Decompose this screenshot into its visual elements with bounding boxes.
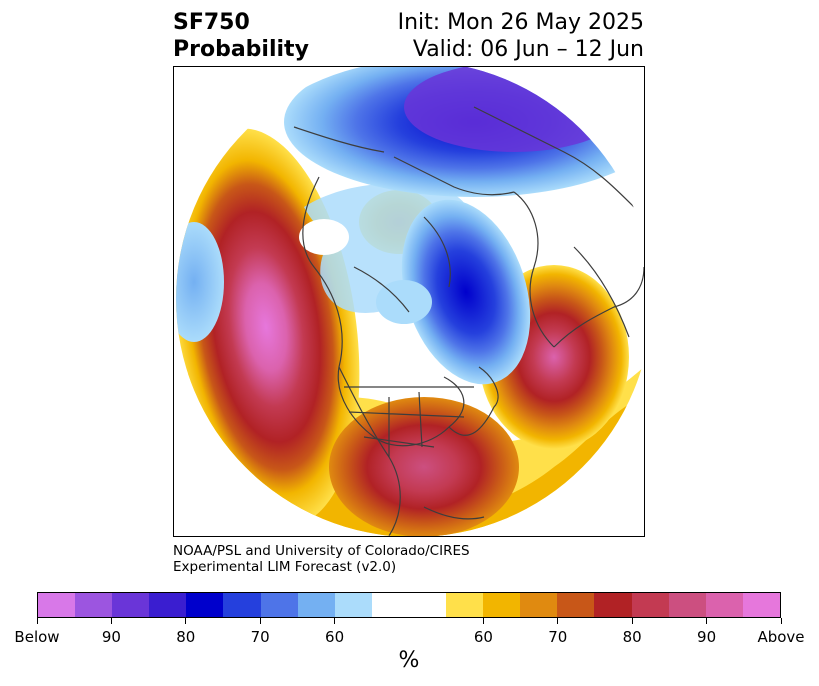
colorbar-tick-label: Below (14, 628, 60, 646)
colorbar-tick-label: 70 (548, 628, 568, 646)
colorbar-tick-label: 80 (176, 628, 196, 646)
colorbar-segment (705, 593, 743, 617)
colorbar-segment (446, 593, 484, 617)
colorbar-segment (334, 593, 372, 617)
colorbar-segment (112, 593, 150, 617)
colorbar-segment (594, 593, 632, 617)
colorbar-tick (631, 618, 633, 624)
colorbar-tick-label: 60 (473, 628, 493, 646)
colorbar-tick (780, 618, 782, 624)
colorbar-tick (36, 618, 38, 624)
shaded-anomaly-field (176, 67, 644, 536)
colorbar-tick-label: Above (757, 628, 805, 646)
credit-line-2: Experimental LIM Forecast (v2.0) (173, 559, 397, 575)
colorbar-segment (631, 593, 669, 617)
credit-text: NOAA/PSL and University of Colorado/CIRE… (173, 543, 470, 575)
colorbar-segment (38, 593, 76, 617)
forecast-dates: Init: Mon 26 May 2025 Valid: 06 Jun – 12… (398, 9, 644, 63)
colorbar-segment (186, 593, 224, 617)
colorbar-tick-label: 80 (622, 628, 642, 646)
colorbar-segment (557, 593, 595, 617)
colorbar-segment (668, 593, 706, 617)
chart-title: SF750 Probability (173, 9, 309, 63)
colorbar-segment (371, 593, 447, 617)
colorbar-segment (520, 593, 558, 617)
colorbar-segment (223, 593, 261, 617)
colorbar-tick (557, 618, 559, 624)
colorbar-segment (297, 593, 335, 617)
valid-period: Valid: 06 Jun – 12 Jun (412, 37, 644, 62)
colorbar-segment (75, 593, 113, 617)
credit-line-1: NOAA/PSL and University of Colorado/CIRE… (173, 543, 470, 559)
colorbar-segment (260, 593, 298, 617)
colorbar-tick (706, 618, 708, 624)
colorbar-segment (742, 593, 780, 617)
init-date: Init: Mon 26 May 2025 (397, 10, 644, 35)
probability-map (176, 67, 644, 536)
colorbar-tick-label: 90 (697, 628, 717, 646)
product-name: Probability (173, 37, 309, 62)
polar-map (173, 66, 645, 537)
colorbar-units: % (398, 648, 420, 673)
colorbar-tick (110, 618, 112, 624)
colorbar-tick (259, 618, 261, 624)
colorbar-tick-label: 60 (325, 628, 345, 646)
colorbar-segment (483, 593, 521, 617)
colorbar-tick (334, 618, 336, 624)
colorbar-tick-label: 90 (101, 628, 121, 646)
colorbar (37, 592, 781, 618)
colorbar-tick (482, 618, 484, 624)
coastlines-and-borders (293, 106, 644, 536)
colorbar-tick (185, 618, 187, 624)
colorbar-tick-label: 70 (250, 628, 270, 646)
colorbar-segment (149, 593, 187, 617)
variable-name: SF750 (173, 10, 250, 35)
